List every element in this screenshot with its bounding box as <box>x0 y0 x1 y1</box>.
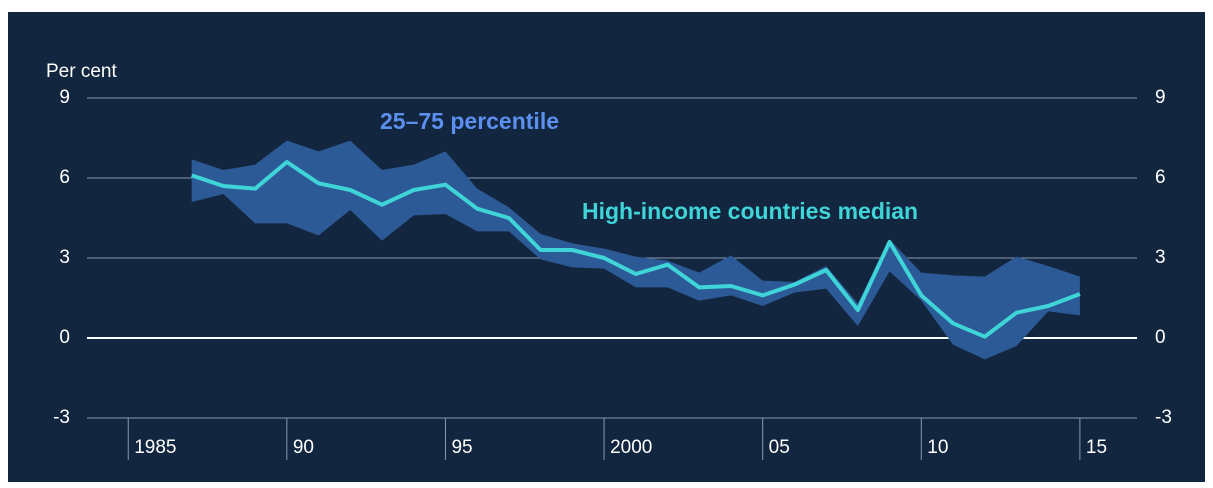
x-tick-label: 05 <box>769 437 790 458</box>
y-tick-label: 3 <box>59 247 70 268</box>
y2-tick-label: 9 <box>1155 87 1166 108</box>
y-tick-label: -3 <box>53 407 70 428</box>
percentile-band <box>191 140 1080 360</box>
x-tick-label: 15 <box>1086 437 1107 458</box>
median-line <box>191 160 1081 339</box>
y-tick-label: 9 <box>59 87 70 108</box>
y2-tick-label: 0 <box>1155 327 1166 348</box>
chart-background <box>8 12 1205 482</box>
y2-tick-label: -3 <box>1155 407 1172 428</box>
x-tick-label: 1985 <box>134 437 176 458</box>
y-tick-label: 6 <box>59 167 70 188</box>
y-tick-label: 0 <box>59 327 70 348</box>
y-axis-label: Per cent <box>46 61 117 82</box>
x-tick-label: 10 <box>927 437 948 458</box>
series-label: 25–75 percentile <box>380 108 559 134</box>
x-tick-label: 90 <box>293 437 314 458</box>
x-tick-label: 2000 <box>610 437 652 458</box>
y2-tick-label: 6 <box>1155 167 1166 188</box>
series-label: High-income countries median <box>582 198 918 224</box>
y2-tick-label: 3 <box>1155 247 1166 268</box>
x-tick-label: 95 <box>451 437 472 458</box>
